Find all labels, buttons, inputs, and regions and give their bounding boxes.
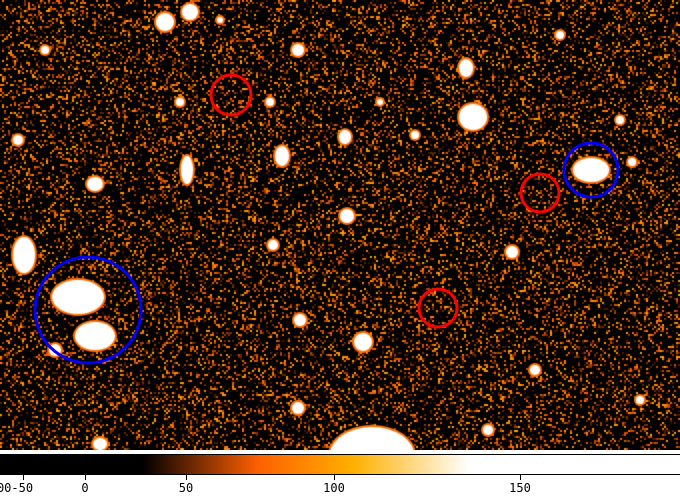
astronomical-image[interactable] xyxy=(0,0,680,450)
colorbar-tick xyxy=(334,475,335,480)
colorbar-tick xyxy=(85,475,86,480)
red-circle-region[interactable] xyxy=(519,172,561,214)
colorbar-tick-label: 50 xyxy=(178,481,194,495)
colorbar-tick xyxy=(22,475,24,480)
colorbar-tick-label: 0 xyxy=(81,481,89,495)
colorbar-tick-label: 100 xyxy=(323,481,345,495)
red-circle-region[interactable] xyxy=(209,73,253,117)
colorbar xyxy=(0,454,680,475)
colorbar-tick xyxy=(520,475,521,480)
colorbar-tick-label: 150 xyxy=(509,481,531,495)
colorbar-tick xyxy=(186,475,187,480)
blue-circle-region[interactable] xyxy=(33,255,143,365)
blue-circle-region[interactable] xyxy=(562,141,620,199)
red-circle-region[interactable] xyxy=(417,287,459,329)
image-display[interactable] xyxy=(0,0,680,450)
region-overlay[interactable] xyxy=(0,0,680,450)
colorbar-tick-label: 00-50 xyxy=(0,481,34,495)
